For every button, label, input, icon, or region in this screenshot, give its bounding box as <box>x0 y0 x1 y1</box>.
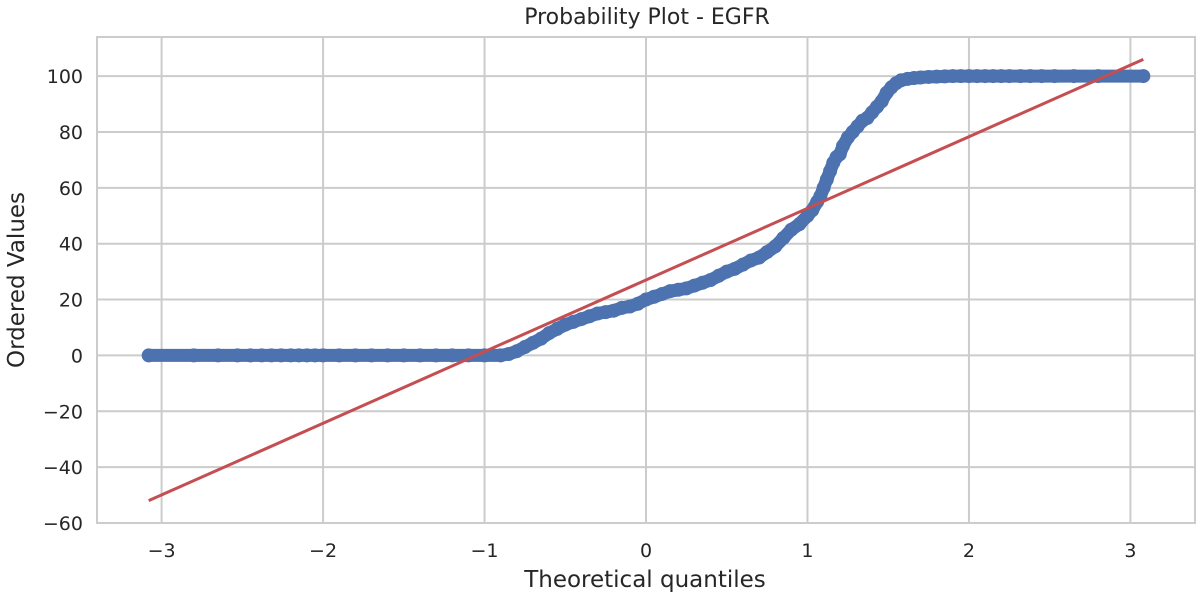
x-tick-label: 2 <box>963 540 975 562</box>
data-point <box>1013 69 1028 84</box>
y-tick-label: 100 <box>47 66 83 88</box>
y-tick-label: 60 <box>59 178 83 200</box>
y-axis-label: Ordered Values <box>4 192 30 368</box>
data-point <box>211 348 226 363</box>
data-point <box>264 348 279 363</box>
data-point <box>230 348 245 363</box>
x-axis-label: Theoretical quantiles <box>523 567 766 593</box>
x-tick-label: 0 <box>640 540 652 562</box>
fit-line <box>148 57 1144 503</box>
plot-frame <box>96 36 1196 524</box>
y-tick-label: −40 <box>43 457 83 479</box>
data-point <box>1034 69 1049 84</box>
data-point <box>316 348 331 363</box>
x-tick-label: 3 <box>1124 540 1136 562</box>
data-point <box>396 348 411 363</box>
data-point <box>348 348 363 363</box>
x-tick-label: −2 <box>309 540 337 562</box>
data-point <box>274 348 289 363</box>
data-point <box>141 348 156 363</box>
data-point <box>1047 69 1062 84</box>
data-point <box>243 348 258 363</box>
y-tick-labels: −60 −40 −20 0 20 40 60 80 100 <box>43 66 83 535</box>
y-tick-label: 20 <box>59 290 83 312</box>
y-tick-label: 0 <box>71 345 83 367</box>
data-point <box>380 348 395 363</box>
data-point <box>1002 69 1017 84</box>
data-point <box>364 348 379 363</box>
data-point <box>1023 69 1038 84</box>
x-tick-label: 1 <box>801 540 813 562</box>
x-tick-labels: −3 −2 −1 0 1 2 3 <box>148 540 1137 562</box>
data-point <box>332 348 347 363</box>
data-points <box>141 69 1151 363</box>
data-point <box>254 348 269 363</box>
x-tick-label: −3 <box>148 540 176 562</box>
data-point <box>1066 69 1081 84</box>
data-point <box>445 348 460 363</box>
data-point <box>429 348 444 363</box>
y-tick-label: 80 <box>59 122 83 144</box>
y-tick-label: 40 <box>59 234 83 256</box>
y-tick-label: −60 <box>43 513 83 535</box>
data-point <box>186 348 201 363</box>
data-point <box>412 348 427 363</box>
y-tick-label: −20 <box>43 401 83 423</box>
data-point <box>1136 69 1151 84</box>
fit-line-layer <box>148 57 1144 503</box>
x-tick-label: −1 <box>471 540 499 562</box>
chart-title: Probability Plot - EGFR <box>524 5 770 30</box>
